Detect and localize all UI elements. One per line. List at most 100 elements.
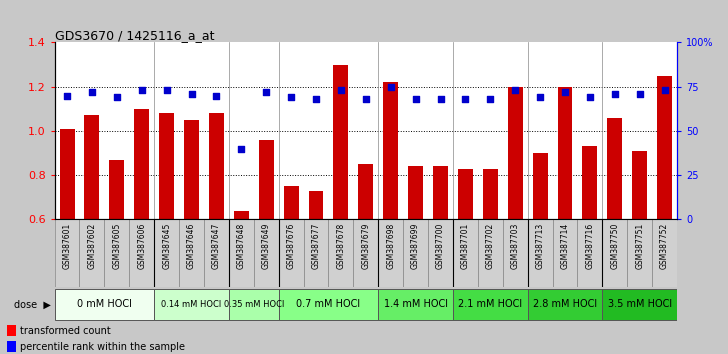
Text: GSM387698: GSM387698 — [387, 223, 395, 269]
Bar — [154, 289, 229, 320]
Bar — [503, 219, 528, 287]
Bar — [279, 289, 379, 320]
Bar — [104, 219, 130, 287]
Bar — [433, 166, 448, 219]
Bar — [55, 219, 79, 287]
Bar — [84, 115, 100, 219]
Text: GSM387648: GSM387648 — [237, 223, 246, 269]
Bar — [279, 219, 304, 287]
Bar — [408, 166, 423, 219]
Point — [161, 87, 173, 93]
Point — [385, 84, 397, 90]
Point — [111, 95, 123, 100]
Point — [584, 95, 596, 100]
Text: GSM387752: GSM387752 — [660, 223, 669, 269]
Point — [634, 91, 646, 97]
Bar — [7, 341, 16, 353]
Text: GSM387647: GSM387647 — [212, 223, 221, 269]
Text: GSM387699: GSM387699 — [411, 223, 420, 269]
Bar — [657, 76, 672, 219]
Bar — [453, 289, 528, 320]
Point — [261, 89, 272, 95]
Bar — [304, 219, 328, 287]
Bar — [184, 120, 199, 219]
Bar — [558, 87, 572, 219]
Bar — [428, 219, 453, 287]
Point — [410, 96, 422, 102]
Bar — [130, 219, 154, 287]
Bar — [284, 186, 298, 219]
Bar — [628, 219, 652, 287]
Text: 0 mM HOCl: 0 mM HOCl — [77, 299, 132, 309]
Bar — [159, 113, 174, 219]
Bar — [528, 289, 602, 320]
Bar — [607, 118, 622, 219]
Bar — [379, 219, 403, 287]
Text: 0.7 mM HOCl: 0.7 mM HOCl — [296, 299, 360, 309]
Bar — [602, 289, 677, 320]
Bar — [453, 219, 478, 287]
Point — [459, 96, 471, 102]
Text: GSM387700: GSM387700 — [436, 223, 445, 269]
Bar — [458, 169, 473, 219]
Bar — [383, 82, 398, 219]
Point — [236, 146, 248, 152]
Text: GSM387676: GSM387676 — [287, 223, 296, 269]
Bar — [234, 211, 249, 219]
Bar — [134, 109, 149, 219]
Bar — [7, 325, 16, 336]
Text: GSM387678: GSM387678 — [336, 223, 345, 269]
Bar — [254, 219, 279, 287]
Text: percentile rank within the sample: percentile rank within the sample — [20, 342, 185, 352]
Point — [61, 93, 73, 98]
Bar — [55, 289, 154, 320]
Point — [609, 91, 621, 97]
Text: GSM387649: GSM387649 — [262, 223, 271, 269]
Text: 0.14 mM HOCl: 0.14 mM HOCl — [162, 300, 221, 309]
Point — [310, 96, 322, 102]
Text: GSM387703: GSM387703 — [511, 223, 520, 269]
Point — [435, 96, 446, 102]
Text: transformed count: transformed count — [20, 326, 111, 336]
Bar — [353, 219, 379, 287]
Text: 3.5 mM HOCl: 3.5 mM HOCl — [608, 299, 672, 309]
Point — [86, 89, 98, 95]
Bar — [229, 289, 279, 320]
Text: GSM387716: GSM387716 — [585, 223, 594, 269]
Bar — [483, 169, 498, 219]
Bar — [328, 219, 353, 287]
Text: GSM387677: GSM387677 — [312, 223, 320, 269]
Text: GSM387646: GSM387646 — [187, 223, 196, 269]
Text: GSM387713: GSM387713 — [536, 223, 545, 269]
Text: GSM387679: GSM387679 — [361, 223, 371, 269]
Bar — [602, 219, 628, 287]
Bar — [258, 140, 274, 219]
Bar — [652, 219, 677, 287]
Bar — [204, 219, 229, 287]
Text: GSM387750: GSM387750 — [610, 223, 620, 269]
Point — [210, 93, 222, 98]
Text: GSM387701: GSM387701 — [461, 223, 470, 269]
Bar — [379, 289, 453, 320]
Bar — [209, 113, 224, 219]
Bar — [582, 147, 598, 219]
Bar — [79, 219, 104, 287]
Bar — [358, 164, 373, 219]
Bar — [309, 191, 323, 219]
Bar — [528, 219, 553, 287]
Point — [659, 87, 670, 93]
Bar — [403, 219, 428, 287]
Point — [335, 87, 347, 93]
Bar — [632, 151, 647, 219]
Point — [186, 91, 197, 97]
Point — [136, 87, 148, 93]
Bar — [533, 153, 547, 219]
Bar — [179, 219, 204, 287]
Point — [360, 96, 372, 102]
Text: 1.4 mM HOCl: 1.4 mM HOCl — [384, 299, 448, 309]
Text: GSM387751: GSM387751 — [636, 223, 644, 269]
Text: dose  ▶: dose ▶ — [14, 299, 51, 309]
Bar — [229, 219, 254, 287]
Text: 2.8 mM HOCl: 2.8 mM HOCl — [533, 299, 597, 309]
Point — [534, 95, 546, 100]
